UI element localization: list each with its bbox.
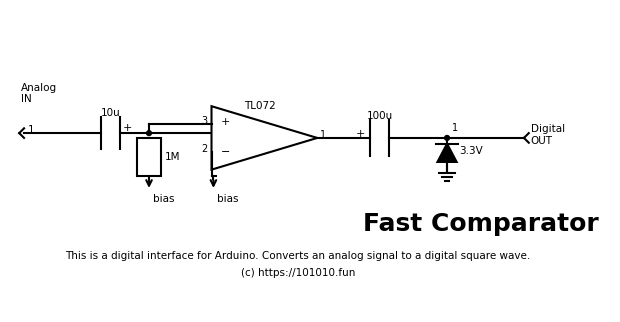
Text: −: − [221, 147, 231, 157]
Polygon shape [438, 144, 457, 162]
Text: 1M: 1M [164, 152, 180, 162]
Polygon shape [211, 106, 317, 170]
Text: Fast Comparator: Fast Comparator [363, 213, 598, 236]
FancyBboxPatch shape [138, 138, 161, 176]
Text: 1: 1 [452, 123, 458, 133]
Text: 2: 2 [202, 145, 208, 155]
Text: 3.3V: 3.3V [459, 147, 484, 156]
Text: +: + [123, 123, 133, 133]
Circle shape [146, 131, 151, 136]
Text: bias: bias [153, 194, 174, 204]
Text: This is a digital interface for Arduino. Converts an analog signal to a digital : This is a digital interface for Arduino.… [66, 251, 531, 261]
Text: bias: bias [217, 194, 239, 204]
Circle shape [445, 136, 449, 140]
Text: 1: 1 [320, 130, 326, 140]
Text: Analog
IN: Analog IN [21, 83, 57, 104]
Text: Digital
OUT: Digital OUT [531, 124, 565, 146]
Text: 10u: 10u [100, 108, 120, 118]
Text: 3: 3 [202, 116, 208, 126]
Text: 100u: 100u [366, 111, 393, 121]
Text: TL072: TL072 [244, 101, 275, 111]
Text: +: + [356, 129, 365, 139]
Text: (c) https://101010.fun: (c) https://101010.fun [241, 268, 355, 278]
Text: +: + [221, 117, 231, 127]
Text: 1: 1 [27, 126, 34, 136]
